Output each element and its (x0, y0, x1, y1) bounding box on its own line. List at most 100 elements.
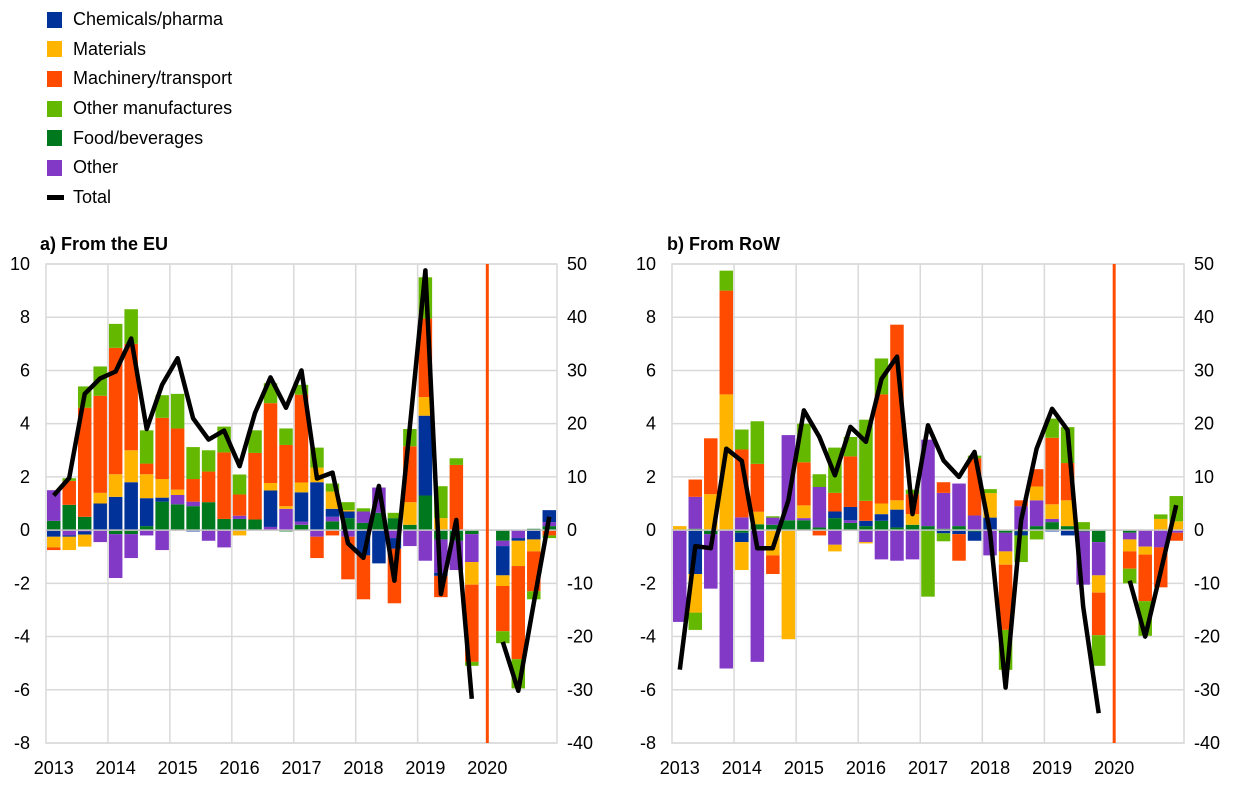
bar-mat-2020Q2 (1138, 546, 1152, 555)
bar-mach-2015Q4 (843, 456, 858, 507)
bar-food-2015Q4 (217, 518, 231, 531)
bar-mach-2017Q2 (936, 482, 951, 493)
y-tick-right: -20 (567, 627, 593, 647)
bar-othman-2015Q3 (201, 450, 216, 472)
bar-mach-2020Q4 (1169, 532, 1183, 541)
bar-mach-2017Q3 (325, 530, 340, 536)
bar-mat-2014Q4 (781, 530, 796, 640)
bar-mach-2013Q4 (93, 395, 107, 493)
bar-mach-2013Q2 (62, 480, 76, 505)
total-line-2013-2019 (52, 268, 475, 699)
legend-swatch (47, 100, 62, 117)
bar-othman-2018Q1 (983, 489, 997, 494)
bar-mach-2019Q3 (449, 464, 464, 531)
bar-chem-2020Q4 (542, 510, 556, 523)
bar-food-2019Q1 (418, 495, 433, 531)
bar-othman-2020Q1 (496, 631, 510, 644)
y-tick-right: 10 (567, 467, 587, 487)
bar-chem-2019Q2 (1060, 530, 1075, 536)
bar-other-2015Q4 (843, 520, 858, 523)
legend: Chemicals/pharma Materials Machinery/tra… (47, 5, 232, 212)
x-tick-label: 2019 (1032, 758, 1072, 778)
bar-mach-2013Q3 (704, 438, 718, 495)
bar-chem-2014Q2 (124, 482, 138, 531)
bar-food-2017Q4 (341, 518, 355, 531)
bar-other-2014Q2 (124, 534, 138, 559)
panel-title-eu: a) From the EU (40, 234, 169, 254)
bar-mat-2013Q4 (93, 492, 107, 504)
y-tick-right: 50 (567, 254, 587, 274)
bar-othman-2014Q3 (766, 516, 780, 518)
bar-other-2015Q1 (170, 494, 185, 505)
bar-othman-2016Q1 (232, 474, 247, 495)
bar-other-2020Q1 (1122, 532, 1137, 540)
legend-label: Other (73, 157, 119, 178)
bar-other-2015Q3 (828, 530, 842, 545)
bar-other-2014Q1 (735, 517, 749, 531)
bar-food-2020Q1 (496, 530, 510, 541)
bar-mach-2015Q3 (201, 471, 216, 503)
bar-othman-2018Q3 (387, 512, 402, 519)
legend-label: Machinery/transport (73, 68, 233, 89)
bar-mat-2019Q2 (434, 518, 448, 531)
legend-item-materials: Materials (47, 35, 232, 65)
bar-othman-2019Q4 (465, 661, 479, 666)
bar-food-2015Q4 (843, 522, 858, 531)
bar-mat-2017Q1 (294, 482, 309, 493)
legend-swatch (47, 70, 62, 87)
bar-mach-2014Q4 (155, 417, 169, 480)
y-tick-left: -8 (640, 733, 656, 753)
bar-mach-2017Q1 (294, 394, 309, 483)
bar-mat-2020Q4 (1169, 521, 1183, 531)
legend-swatch (47, 159, 62, 176)
y-tick-right: -30 (1194, 680, 1220, 700)
total-line-2013-2019 (677, 354, 1101, 714)
bar-other-2018Q4 (403, 530, 417, 547)
bar-mach-2019Q4 (1091, 592, 1106, 636)
bar-food-2017Q3 (325, 521, 340, 531)
bar-food-2014Q2 (750, 524, 765, 531)
bar-mat-2017Q4 (341, 510, 355, 512)
bar-other-2014Q4 (155, 530, 169, 551)
bar-othman-2017Q2 (936, 533, 951, 542)
bar-mach-2015Q1 (170, 428, 185, 490)
bar-othman-2020Q1 (1122, 568, 1137, 584)
bar-other-2015Q1 (797, 518, 811, 521)
bar-food-2016Q2 (248, 519, 262, 531)
bar-food-2013Q3 (704, 530, 718, 535)
y-tick-left: -6 (14, 680, 30, 700)
bar-othman-2015Q2 (812, 474, 827, 488)
bar-food-2016Q2 (874, 520, 889, 531)
bar-food-2014Q1 (735, 530, 749, 533)
legend-label: Other manufactures (73, 98, 233, 119)
bar-other-2016Q4 (279, 508, 293, 531)
bar-mat-2020Q3 (1153, 518, 1168, 531)
bar-othman-2018Q1 (356, 508, 371, 512)
bar-mat-2014Q4 (155, 479, 169, 498)
bar-chem-2017Q2 (936, 530, 951, 534)
y-tick-left: 10 (10, 254, 30, 274)
bar-othman-2013Q4 (719, 270, 734, 291)
x-tick-label: 2018 (343, 758, 383, 778)
y-tick-right: 20 (1194, 414, 1214, 434)
bar-mach-2015Q2 (812, 530, 827, 536)
legend-item-other: Other (47, 153, 232, 183)
legend-item-chemicals: Chemicals/pharma (47, 5, 232, 35)
bar-mat-2019Q2 (1060, 500, 1075, 527)
bar-food-2016Q1 (232, 518, 247, 531)
bar-other-2013Q1 (47, 490, 61, 521)
x-tick-label: 2017 (908, 758, 948, 778)
bar-mach-2015Q4 (217, 452, 231, 519)
bar-food-2015Q1 (797, 520, 811, 531)
bar-chem-2016Q1 (859, 520, 873, 527)
bar-other-2020Q3 (1153, 530, 1168, 548)
legend-swatch (47, 130, 62, 147)
bar-chem-2016Q2 (874, 514, 889, 521)
bar-mat-2013Q2 (62, 536, 76, 551)
y-tick-right: 40 (567, 307, 587, 327)
y-tick-left: 8 (20, 307, 30, 327)
bar-mach-2020Q4 (542, 530, 556, 536)
bar-mat-2018Q4 (403, 502, 417, 525)
bar-mach-2016Q1 (859, 500, 873, 521)
